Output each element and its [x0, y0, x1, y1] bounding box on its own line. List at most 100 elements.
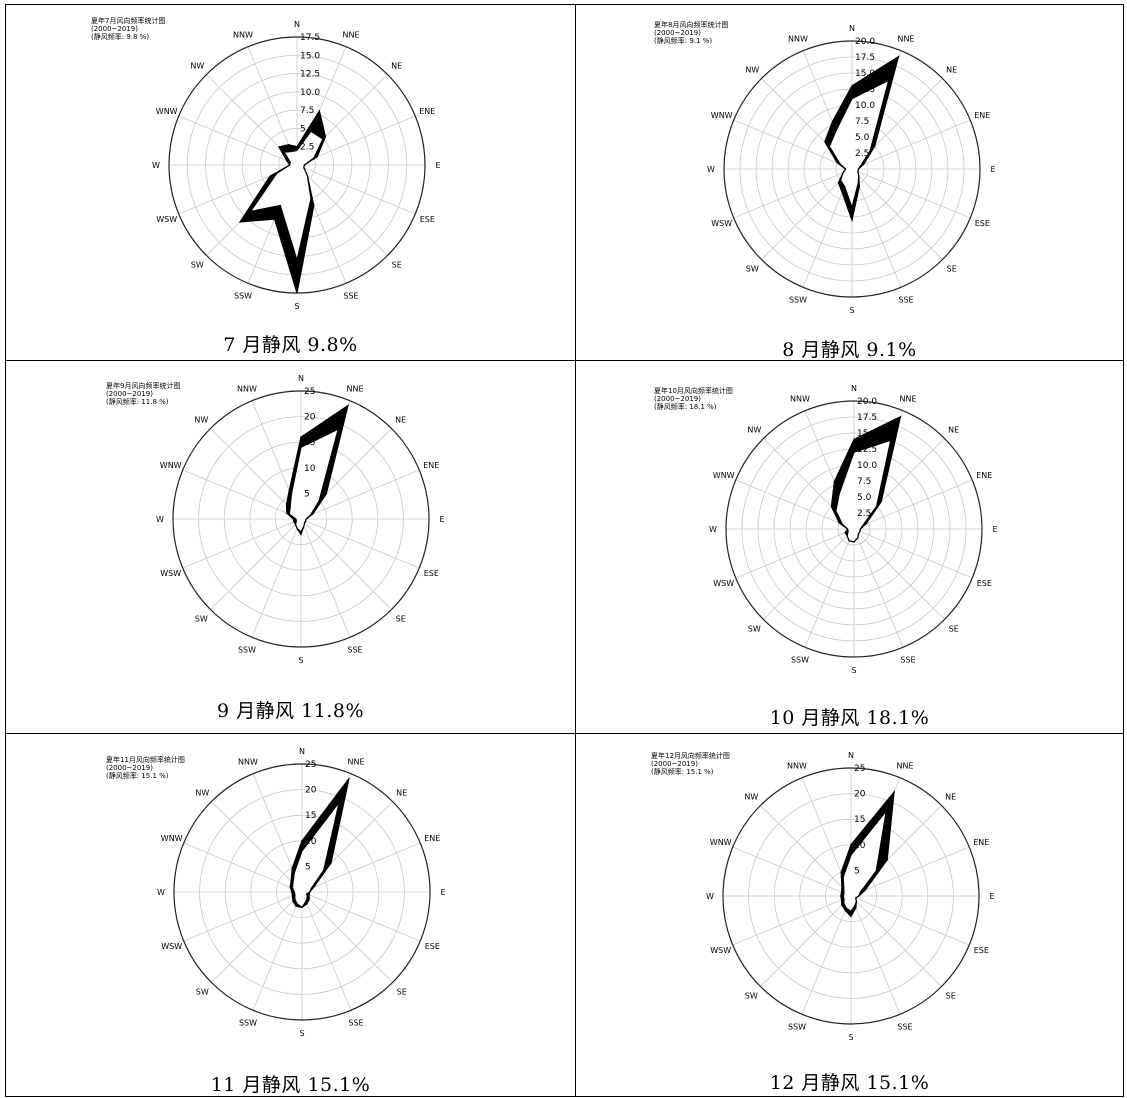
ring-tick-label: 20.0 — [855, 37, 875, 47]
series-point — [850, 844, 852, 846]
direction-label: ENE — [973, 838, 989, 847]
ring-tick-label: 10 — [304, 464, 316, 474]
series-point — [294, 894, 296, 896]
direction-label: SE — [396, 615, 406, 624]
outer-ring — [722, 767, 980, 1025]
ring-tick-label: 15 — [304, 438, 315, 448]
grid-spoke — [733, 119, 853, 170]
series-point — [847, 530, 849, 532]
series-point — [323, 869, 325, 871]
direction-label: ENE — [423, 461, 439, 470]
ring-tick-label: 25 — [305, 760, 316, 770]
series-point — [303, 164, 305, 166]
direction-label: S — [299, 1029, 304, 1038]
direction-label: SSE — [900, 655, 915, 664]
direction-label: N — [851, 384, 857, 393]
direction-label: NE — [395, 415, 406, 424]
ring-tick-label: 5 — [305, 862, 311, 872]
series-point — [831, 121, 833, 123]
series-point — [835, 130, 837, 132]
series-point — [838, 492, 840, 495]
wind-rose-chart-dec: 夏年12月风向频率统计图(2000~2019)(静风频率: 15.1 %) 5 10… — [651, 751, 995, 1042]
series-point — [897, 56, 900, 58]
series-point — [847, 528, 849, 530]
direction-label: SE — [946, 992, 956, 1001]
series-point — [249, 210, 252, 213]
rose-title-line: (静风频率: 9.1 %) — [654, 36, 712, 45]
ring-tick-label: 15.0 — [300, 51, 320, 61]
series-point — [289, 164, 291, 166]
ring-tick-label: 15.0 — [857, 429, 877, 439]
series-point — [308, 898, 310, 900]
series-point — [322, 138, 324, 140]
direction-label: NW — [747, 425, 761, 434]
series-point — [859, 528, 861, 530]
ring-tick-label: 10 — [305, 837, 317, 847]
direction-label: W — [156, 515, 164, 524]
outer-ring — [173, 763, 431, 1021]
series-point — [295, 523, 297, 525]
series-point — [293, 521, 295, 523]
series-point — [293, 891, 295, 893]
grid-spoke — [252, 891, 303, 1011]
grid-spoke — [760, 805, 852, 897]
wind-rose-cell-dec: 夏年12月风向频率统计图 (2000~2019) (静风频率: 15.1 %) 5 10… — [575, 733, 1124, 1097]
series-point — [347, 404, 349, 407]
ring-tick-label: 10.0 — [857, 461, 877, 471]
series-point — [305, 518, 307, 520]
direction-label: N — [294, 20, 300, 29]
series-point — [300, 436, 302, 438]
direction-label: SSE — [347, 645, 362, 654]
ring-tick-label: 20 — [304, 413, 316, 423]
series-point — [857, 532, 860, 535]
series-point — [303, 167, 305, 169]
wind-rose-cell-sep: 夏年9月风向频率统计图 (2000~2019) (静风频率: 11.8 %) 5 10 1… — [5, 360, 576, 734]
series-point — [318, 500, 320, 502]
direction-label: NW — [195, 788, 209, 797]
rose-title-line: (静风频率: 18.1 %) — [654, 402, 717, 411]
wind-rose-cell-aug: 夏年8月风向频率统计图 (2000~2019) (静风频率: 9.1 %) 2.5 5.… — [575, 4, 1124, 361]
series-point — [890, 439, 892, 441]
series-point — [306, 903, 308, 905]
direction-label: NNE — [346, 385, 363, 394]
direction-label: WSW — [161, 942, 182, 951]
direction-label: WNW — [156, 107, 178, 116]
series-point — [316, 156, 318, 158]
direction-label: S — [849, 306, 854, 315]
series-point — [300, 533, 302, 535]
series-point — [837, 182, 839, 184]
direction-label: ESE — [420, 215, 435, 224]
direction-label: SW — [745, 992, 758, 1001]
grid-spoke — [801, 895, 852, 1015]
ring-tick-label: 5.0 — [300, 124, 315, 134]
caption-oct: 10 月静风 18.1% — [769, 707, 930, 729]
direction-label: S — [294, 302, 299, 311]
grid-spoke — [732, 895, 852, 946]
wind-rose-chart-sep: 夏年9月风向频率统计图(2000~2019)(静风频率: 11.8 %) 5 10 1… — [106, 374, 445, 665]
direction-label: WNW — [160, 461, 182, 470]
direction-label: NE — [946, 65, 957, 74]
direction-label: SSE — [348, 1018, 363, 1027]
series-point — [855, 900, 857, 902]
series-point — [869, 150, 871, 152]
series-point — [301, 840, 303, 842]
direction-label: ENE — [974, 111, 990, 120]
series-point — [851, 85, 853, 87]
grid-spoke — [735, 528, 855, 579]
series-point — [865, 523, 867, 525]
series-point — [330, 862, 332, 864]
series-point — [300, 531, 302, 533]
series-point — [893, 791, 895, 793]
direction-label: SSW — [789, 295, 807, 304]
direction-label: ESE — [974, 946, 989, 955]
series-point — [337, 428, 339, 430]
direction-label: S — [848, 1033, 853, 1042]
caption-dec: 12 月静风 15.1% — [769, 1072, 930, 1094]
series-point — [269, 175, 271, 177]
grid-spoke — [301, 891, 393, 983]
direction-label: SSW — [234, 291, 252, 300]
direction-label: NW — [190, 61, 204, 70]
series-point — [863, 163, 865, 165]
ring-tick-label: 17.5 — [855, 53, 875, 63]
direction-label: E — [992, 525, 997, 534]
